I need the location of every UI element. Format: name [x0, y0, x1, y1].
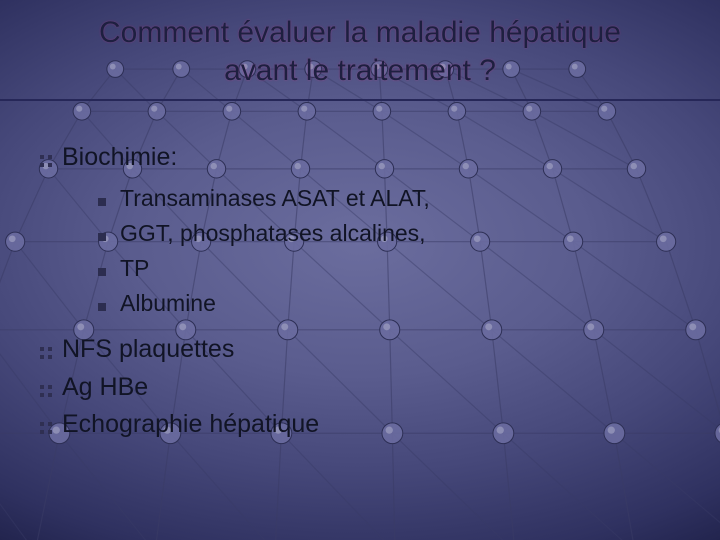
sub-list-item: GGT, phosphatases alcalines, [98, 218, 680, 249]
sub-bullet-icon [98, 198, 106, 206]
sub-list-item: Albumine [98, 288, 680, 319]
sub-item-label: Albumine [120, 288, 216, 319]
slide-title-block: Comment évaluer la maladie hépatique ava… [0, 0, 720, 101]
bullet-icon [40, 385, 52, 397]
list-item: Echographie hépatique [40, 408, 680, 442]
bullet-icon [40, 422, 52, 434]
item-label: Ag HBe [62, 371, 148, 405]
title-line-1: Comment évaluer la maladie hépatique [99, 16, 621, 49]
slide-title: Comment évaluer la maladie hépatique ava… [30, 14, 690, 89]
sub-item-label: GGT, phosphatases alcalines, [120, 218, 426, 249]
list-item: Biochimie: Transaminases ASAT et ALAT, G… [40, 141, 680, 319]
sub-list: Transaminases ASAT et ALAT, GGT, phospha… [98, 183, 680, 319]
sub-bullet-icon [98, 233, 106, 241]
list-item: Ag HBe [40, 371, 680, 405]
bullet-icon [40, 347, 52, 359]
slide: Comment évaluer la maladie hépatique ava… [0, 0, 720, 540]
sub-list-item: Transaminases ASAT et ALAT, [98, 183, 680, 214]
item-label: Biochimie: [62, 141, 177, 175]
sub-item-label: TP [120, 253, 149, 284]
slide-body: Biochimie: Transaminases ASAT et ALAT, G… [0, 101, 720, 442]
list-item: NFS plaquettes [40, 333, 680, 367]
item-label: Echographie hépatique [62, 408, 319, 442]
bullet-list: Biochimie: Transaminases ASAT et ALAT, G… [40, 141, 680, 442]
bullet-icon [40, 155, 52, 167]
sub-bullet-icon [98, 303, 106, 311]
sub-bullet-icon [98, 268, 106, 276]
item-label: NFS plaquettes [62, 333, 234, 367]
sub-item-label: Transaminases ASAT et ALAT, [120, 183, 430, 214]
title-line-2: avant le traitement ? [224, 54, 496, 87]
sub-list-item: TP [98, 253, 680, 284]
